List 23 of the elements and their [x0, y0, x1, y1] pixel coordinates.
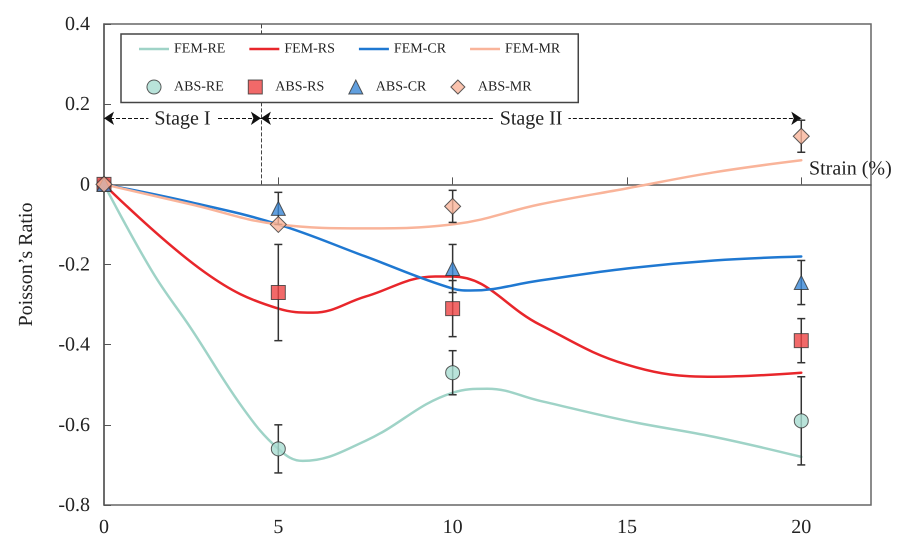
y-tick-label: 0.2	[65, 93, 90, 116]
y-tick-label: 0.4	[65, 13, 90, 35]
y-tick-label: -0.2	[58, 254, 90, 276]
legend-label: ABS-CR	[376, 80, 428, 94]
y-tick-label: 0	[80, 173, 90, 196]
x-tick-label: 5	[273, 516, 284, 538]
x-tick-label: 20	[791, 516, 812, 538]
legend-label: FEM-RE	[174, 42, 226, 56]
legend-label: ABS-MR	[478, 80, 532, 94]
annotation: Stage II	[500, 107, 562, 130]
x-tick-label: 0	[99, 516, 109, 538]
y-tick-label: -0.4	[58, 334, 90, 356]
y-axis-title: Poisson’s Ratio	[15, 202, 37, 326]
annotation: Stage I	[154, 107, 210, 130]
legend-label: FEM-RS	[284, 42, 335, 56]
legend-label: ABS-RE	[174, 80, 224, 94]
x-tick-label: 10	[442, 516, 463, 538]
legend-label: ABS-RS	[275, 80, 324, 94]
x-tick-label: 15	[616, 516, 637, 538]
y-tick-label: -0.8	[58, 494, 90, 516]
y-tick-label: -0.6	[58, 414, 90, 436]
legend-label: FEM-CR	[394, 42, 447, 56]
legend-label: FEM-MR	[505, 42, 561, 56]
